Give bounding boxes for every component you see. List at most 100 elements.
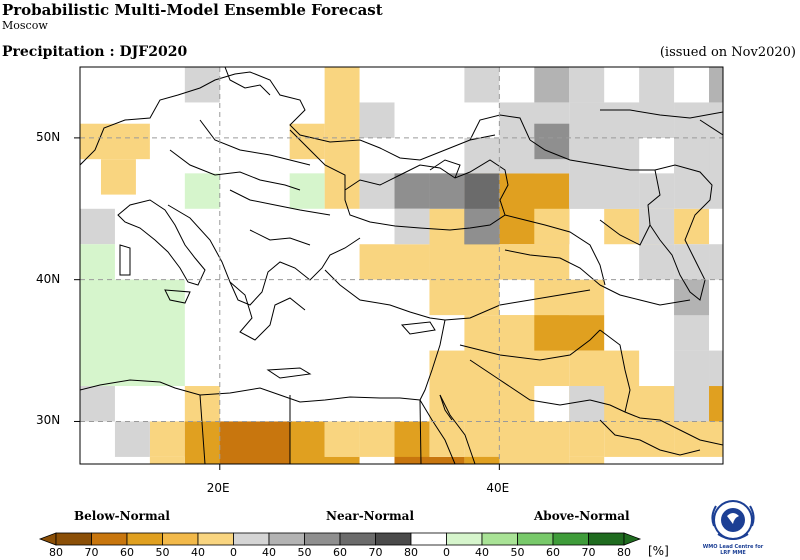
coast-levant: [419, 319, 446, 401]
probability-cell: [709, 67, 723, 103]
probability-cell: [289, 123, 325, 160]
coast-cyprus: [400, 321, 436, 335]
probability-cell: [359, 244, 395, 280]
probability-cell: [100, 159, 136, 195]
probability-cell: [674, 137, 710, 174]
border-line-3: [169, 149, 301, 191]
legend-swatch: [339, 532, 376, 546]
probability-cell: [534, 315, 605, 351]
legend-near-normal: Near-Normal: [326, 509, 415, 523]
probability-cell: [639, 208, 675, 245]
legend-tick-label: 70: [581, 546, 596, 559]
probability-cell: [569, 386, 605, 422]
legend-swatch: [304, 532, 341, 546]
probability-cell: [569, 67, 605, 103]
legend-swatch: [588, 532, 625, 546]
legend-tick-label: 60: [120, 546, 134, 559]
coast-sardinia: [119, 244, 131, 276]
legend-swatch: [91, 532, 128, 546]
probability-cell: [359, 421, 395, 457]
page-title: Probabilistic Multi-Model Ensemble Forec…: [2, 1, 383, 19]
probability-cell: [534, 67, 570, 103]
border-line-20: [599, 219, 651, 246]
probability-cell: [289, 456, 360, 464]
legend-tick-label: 50: [510, 546, 525, 559]
coastlines: [80, 67, 723, 464]
probability-cell: [674, 421, 723, 457]
coast-baltic: [224, 67, 271, 96]
probability-cell: [80, 386, 115, 422]
probability-cell: [429, 173, 465, 209]
wmo-logo-text: WMO Lead Centre for LRF MME: [700, 544, 766, 556]
probability-cell: [569, 456, 605, 464]
coast-adriatic-east: [167, 204, 361, 306]
probability-cell: [674, 208, 710, 245]
page-subtitle: Moscow: [2, 19, 48, 32]
y-axis-label-40n: 40N: [36, 271, 61, 286]
border-line-16: [529, 139, 655, 171]
legend-swatch: [410, 532, 447, 546]
legend-swatch: [552, 532, 589, 546]
axis-ticks: [74, 137, 500, 470]
coast-italy: [117, 199, 206, 286]
legend-arrow-left: [38, 532, 57, 546]
legend-swatch: [162, 532, 199, 546]
logo-text-line2: LRF MME: [720, 550, 746, 556]
legend-arrow-right: [623, 532, 642, 546]
coast-black-sea: [344, 159, 509, 231]
legend-swatch: [375, 532, 412, 546]
coast-north-africa: [80, 379, 421, 403]
coast-gulf-aqaba: [439, 394, 453, 421]
legend-swatch: [126, 532, 163, 546]
probability-cell: [394, 244, 430, 280]
probability-cell: [709, 102, 723, 138]
probability-cell: [80, 244, 115, 280]
legend-tick-label: 50: [155, 546, 170, 559]
legend-swatch: [268, 532, 305, 546]
y-axis-label-50n: 50N: [36, 129, 61, 144]
border-line-7: [504, 249, 601, 286]
legend-tick-label: 40: [262, 546, 276, 559]
legend-tick-label: 60: [333, 546, 347, 559]
legend-tick-label: 70: [368, 546, 383, 559]
probability-cell: [359, 173, 395, 209]
border-line-2: [199, 119, 311, 166]
probability-cell: [184, 67, 220, 103]
legend-swatch: [517, 532, 554, 546]
border-line-17: [600, 109, 723, 119]
probability-cell: [569, 137, 640, 209]
legend-tick-label: 40: [475, 546, 489, 559]
legend-below-normal: Below-Normal: [74, 509, 170, 523]
border-line-18: [469, 114, 531, 141]
border-line-15: [599, 329, 631, 413]
probability-cell: [639, 244, 675, 280]
coast-crimea: [429, 159, 461, 179]
border-line-14: [599, 284, 691, 306]
probability-cell: [184, 173, 220, 209]
probability-cell: [359, 102, 395, 138]
legend-swatch: [446, 532, 483, 546]
probability-cell: [674, 350, 710, 422]
probability-cell: [394, 173, 430, 209]
coast-caspian: [647, 164, 713, 301]
coast-crete: [266, 367, 312, 379]
gridlines: [80, 67, 723, 464]
legend-unit: [%]: [648, 544, 669, 558]
legend-tick-label: 60: [546, 546, 560, 559]
legend-tick-label: 80: [404, 546, 418, 559]
coast-persian-gulf-south: [599, 419, 701, 456]
logo-text-line1: WMO Lead Centre for: [702, 544, 764, 550]
probability-cell: [569, 421, 605, 457]
border-line-8: [444, 289, 591, 321]
border-line-11: [419, 399, 422, 464]
legend-tick-label: 0: [443, 546, 450, 559]
legend-swatch: [233, 532, 270, 546]
probability-cell: [464, 456, 500, 464]
border-line-10: [469, 359, 591, 406]
probability-cell: [184, 386, 220, 422]
coast-anatolia-south: [324, 269, 446, 321]
map-frame: [79, 66, 724, 465]
probability-cell: [149, 456, 185, 464]
coast-greece: [229, 281, 306, 341]
legend-above-normal: Above-Normal: [534, 509, 630, 523]
